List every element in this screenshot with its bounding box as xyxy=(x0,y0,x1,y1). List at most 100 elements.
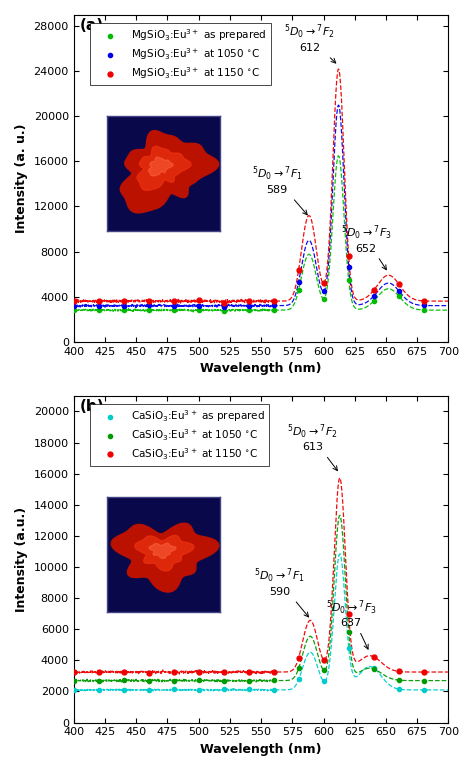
MgSiO$_3$:Eu$^{3+}$ as prepared xyxy=(96,305,101,315)
Y-axis label: Intensity (a.u.): Intensity (a.u.) xyxy=(15,507,28,612)
MgSiO$_3$:Eu$^{3+}$ as prepared xyxy=(321,294,327,303)
MgSiO$_3$:Eu$^{3+}$ as prepared xyxy=(196,305,201,314)
CaSiO$_3$:Eu$^{3+}$ at 1050 $^{\circ}$C xyxy=(271,675,276,685)
CaSiO$_3$:Eu$^{3+}$ at 1050 $^{\circ}$C xyxy=(396,675,401,685)
CaSiO$_3$:Eu$^{3+}$ at 1150 $^{\circ}$C xyxy=(96,667,101,676)
Line: CaSiO$_3$:Eu$^{3+}$ at 1150 $^{\circ}$C: CaSiO$_3$:Eu$^{3+}$ at 1150 $^{\circ}$C xyxy=(71,612,426,675)
CaSiO$_3$:Eu$^{3+}$ at 1150 $^{\circ}$C xyxy=(321,655,327,665)
CaSiO$_3$:Eu$^{3+}$ at 1050 $^{\circ}$C xyxy=(321,665,327,675)
MgSiO$_3$:Eu$^{3+}$ at 1050 $^{\circ}$C xyxy=(346,262,352,271)
Text: (a): (a) xyxy=(79,19,103,33)
CaSiO$_3$:Eu$^{3+}$ as prepared xyxy=(96,685,101,695)
Legend: CaSiO$_3$:Eu$^{3+}$ as prepared, CaSiO$_3$:Eu$^{3+}$ at 1050 $^{\circ}$C, CaSiO$: CaSiO$_3$:Eu$^{3+}$ as prepared, CaSiO$_… xyxy=(90,405,269,466)
Legend: MgSiO$_3$:Eu$^{3+}$ as prepared, MgSiO$_3$:Eu$^{3+}$ at 1050 $^{\circ}$C, MgSiO$: MgSiO$_3$:Eu$^{3+}$ as prepared, MgSiO$_… xyxy=(90,23,271,86)
MgSiO$_3$:Eu$^{3+}$ as prepared xyxy=(121,306,127,315)
MgSiO$_3$:Eu$^{3+}$ at 1150 $^{\circ}$C xyxy=(246,296,252,305)
CaSiO$_3$:Eu$^{3+}$ at 1150 $^{\circ}$C xyxy=(221,667,227,676)
MgSiO$_3$:Eu$^{3+}$ at 1050 $^{\circ}$C xyxy=(196,301,201,311)
Text: $^5D_0$$\rightarrow$$^7F_1$
590: $^5D_0$$\rightarrow$$^7F_1$ 590 xyxy=(255,567,309,617)
MgSiO$_3$:Eu$^{3+}$ at 1150 $^{\circ}$C xyxy=(296,265,301,274)
CaSiO$_3$:Eu$^{3+}$ as prepared xyxy=(396,685,401,694)
MgSiO$_3$:Eu$^{3+}$ as prepared xyxy=(421,305,427,315)
CaSiO$_3$:Eu$^{3+}$ at 1150 $^{\circ}$C xyxy=(246,667,252,676)
MgSiO$_3$:Eu$^{3+}$ at 1050 $^{\circ}$C xyxy=(246,301,252,311)
MgSiO$_3$:Eu$^{3+}$ at 1150 $^{\circ}$C xyxy=(196,296,201,305)
MgSiO$_3$:Eu$^{3+}$ at 1050 $^{\circ}$C xyxy=(121,301,127,311)
MgSiO$_3$:Eu$^{3+}$ at 1150 $^{\circ}$C xyxy=(321,279,327,288)
CaSiO$_3$:Eu$^{3+}$ at 1050 $^{\circ}$C xyxy=(371,665,376,674)
CaSiO$_3$:Eu$^{3+}$ as prepared xyxy=(271,685,276,695)
CaSiO$_3$:Eu$^{3+}$ as prepared xyxy=(196,685,201,695)
Text: $^5D_0$$\rightarrow$$^7F_3$
637: $^5D_0$$\rightarrow$$^7F_3$ 637 xyxy=(326,598,376,649)
MgSiO$_3$:Eu$^{3+}$ as prepared xyxy=(371,297,376,306)
MgSiO$_3$:Eu$^{3+}$ as prepared xyxy=(146,305,152,315)
CaSiO$_3$:Eu$^{3+}$ at 1150 $^{\circ}$C xyxy=(296,653,301,662)
CaSiO$_3$:Eu$^{3+}$ at 1150 $^{\circ}$C xyxy=(396,667,401,676)
MgSiO$_3$:Eu$^{3+}$ as prepared xyxy=(171,305,176,315)
MgSiO$_3$:Eu$^{3+}$ at 1050 $^{\circ}$C xyxy=(296,277,301,286)
MgSiO$_3$:Eu$^{3+}$ as prepared xyxy=(346,275,352,284)
Text: $^5D_0$$\rightarrow$$^7F_2$
612: $^5D_0$$\rightarrow$$^7F_2$ 612 xyxy=(284,23,336,63)
MgSiO$_3$:Eu$^{3+}$ at 1050 $^{\circ}$C xyxy=(146,300,152,309)
CaSiO$_3$:Eu$^{3+}$ at 1050 $^{\circ}$C xyxy=(346,627,352,636)
Text: (b): (b) xyxy=(79,399,104,414)
MgSiO$_3$:Eu$^{3+}$ as prepared xyxy=(246,305,252,314)
CaSiO$_3$:Eu$^{3+}$ as prepared xyxy=(346,643,352,652)
MgSiO$_3$:Eu$^{3+}$ at 1050 $^{\circ}$C xyxy=(396,286,401,295)
MgSiO$_3$:Eu$^{3+}$ at 1150 $^{\circ}$C xyxy=(121,297,127,306)
Text: $^5D_0$$\rightarrow$$^7F_1$
589: $^5D_0$$\rightarrow$$^7F_1$ 589 xyxy=(252,165,307,215)
MgSiO$_3$:Eu$^{3+}$ at 1150 $^{\circ}$C xyxy=(346,251,352,261)
CaSiO$_3$:Eu$^{3+}$ at 1050 $^{\circ}$C xyxy=(71,676,76,685)
CaSiO$_3$:Eu$^{3+}$ as prepared xyxy=(246,685,252,694)
MgSiO$_3$:Eu$^{3+}$ at 1150 $^{\circ}$C xyxy=(171,296,176,305)
X-axis label: Wavelength (nm): Wavelength (nm) xyxy=(201,362,322,375)
MgSiO$_3$:Eu$^{3+}$ as prepared xyxy=(396,291,401,301)
CaSiO$_3$:Eu$^{3+}$ at 1050 $^{\circ}$C xyxy=(146,676,152,685)
Text: $^5D_0$$\rightarrow$$^7F_2$
613: $^5D_0$$\rightarrow$$^7F_2$ 613 xyxy=(287,423,337,470)
CaSiO$_3$:Eu$^{3+}$ at 1150 $^{\circ}$C xyxy=(146,668,152,678)
MgSiO$_3$:Eu$^{3+}$ at 1050 $^{\circ}$C xyxy=(371,291,376,301)
MgSiO$_3$:Eu$^{3+}$ at 1050 $^{\circ}$C xyxy=(421,301,427,310)
MgSiO$_3$:Eu$^{3+}$ at 1050 $^{\circ}$C xyxy=(221,302,227,311)
CaSiO$_3$:Eu$^{3+}$ at 1150 $^{\circ}$C xyxy=(171,667,176,676)
X-axis label: Wavelength (nm): Wavelength (nm) xyxy=(201,743,322,756)
MgSiO$_3$:Eu$^{3+}$ at 1050 $^{\circ}$C xyxy=(71,301,76,310)
CaSiO$_3$:Eu$^{3+}$ as prepared xyxy=(146,685,152,695)
MgSiO$_3$:Eu$^{3+}$ at 1150 $^{\circ}$C xyxy=(271,297,276,306)
CaSiO$_3$:Eu$^{3+}$ at 1150 $^{\circ}$C xyxy=(346,610,352,619)
CaSiO$_3$:Eu$^{3+}$ at 1050 $^{\circ}$C xyxy=(121,675,127,685)
CaSiO$_3$:Eu$^{3+}$ at 1150 $^{\circ}$C xyxy=(371,652,376,662)
Line: CaSiO$_3$:Eu$^{3+}$ as prepared: CaSiO$_3$:Eu$^{3+}$ as prepared xyxy=(72,645,426,692)
MgSiO$_3$:Eu$^{3+}$ at 1050 $^{\circ}$C xyxy=(171,301,176,310)
CaSiO$_3$:Eu$^{3+}$ at 1150 $^{\circ}$C xyxy=(196,668,201,677)
CaSiO$_3$:Eu$^{3+}$ as prepared xyxy=(121,685,127,695)
MgSiO$_3$:Eu$^{3+}$ at 1150 $^{\circ}$C xyxy=(71,296,76,305)
MgSiO$_3$:Eu$^{3+}$ as prepared xyxy=(296,285,301,295)
MgSiO$_3$:Eu$^{3+}$ as prepared xyxy=(221,306,227,315)
CaSiO$_3$:Eu$^{3+}$ at 1050 $^{\circ}$C xyxy=(221,677,227,686)
Line: CaSiO$_3$:Eu$^{3+}$ at 1050 $^{\circ}$C: CaSiO$_3$:Eu$^{3+}$ at 1050 $^{\circ}$C xyxy=(72,630,426,683)
Text: $^5D_0$$\rightarrow$$^7F_3$
652: $^5D_0$$\rightarrow$$^7F_3$ 652 xyxy=(340,224,392,270)
CaSiO$_3$:Eu$^{3+}$ as prepared xyxy=(421,685,427,695)
CaSiO$_3$:Eu$^{3+}$ as prepared xyxy=(371,663,376,672)
CaSiO$_3$:Eu$^{3+}$ at 1150 $^{\circ}$C xyxy=(271,668,276,677)
CaSiO$_3$:Eu$^{3+}$ at 1050 $^{\circ}$C xyxy=(296,664,301,673)
MgSiO$_3$:Eu$^{3+}$ at 1150 $^{\circ}$C xyxy=(421,296,427,305)
MgSiO$_3$:Eu$^{3+}$ at 1150 $^{\circ}$C xyxy=(221,298,227,308)
CaSiO$_3$:Eu$^{3+}$ at 1050 $^{\circ}$C xyxy=(246,676,252,685)
CaSiO$_3$:Eu$^{3+}$ at 1050 $^{\circ}$C xyxy=(96,676,101,685)
Y-axis label: Intensity (a. u.): Intensity (a. u.) xyxy=(15,123,28,233)
MgSiO$_3$:Eu$^{3+}$ at 1050 $^{\circ}$C xyxy=(321,287,327,296)
MgSiO$_3$:Eu$^{3+}$ at 1150 $^{\circ}$C xyxy=(396,279,401,288)
Line: MgSiO$_3$:Eu$^{3+}$ at 1050 $^{\circ}$C: MgSiO$_3$:Eu$^{3+}$ at 1050 $^{\circ}$C xyxy=(72,264,426,308)
CaSiO$_3$:Eu$^{3+}$ at 1150 $^{\circ}$C xyxy=(121,668,127,677)
CaSiO$_3$:Eu$^{3+}$ at 1050 $^{\circ}$C xyxy=(421,676,427,685)
MgSiO$_3$:Eu$^{3+}$ at 1050 $^{\circ}$C xyxy=(271,301,276,310)
MgSiO$_3$:Eu$^{3+}$ at 1150 $^{\circ}$C xyxy=(371,285,376,295)
CaSiO$_3$:Eu$^{3+}$ as prepared xyxy=(71,685,76,695)
CaSiO$_3$:Eu$^{3+}$ as prepared xyxy=(296,675,301,684)
CaSiO$_3$:Eu$^{3+}$ at 1050 $^{\circ}$C xyxy=(196,675,201,685)
MgSiO$_3$:Eu$^{3+}$ as prepared xyxy=(271,306,276,315)
Line: MgSiO$_3$:Eu$^{3+}$ as prepared: MgSiO$_3$:Eu$^{3+}$ as prepared xyxy=(72,278,426,313)
CaSiO$_3$:Eu$^{3+}$ at 1150 $^{\circ}$C xyxy=(71,668,76,677)
